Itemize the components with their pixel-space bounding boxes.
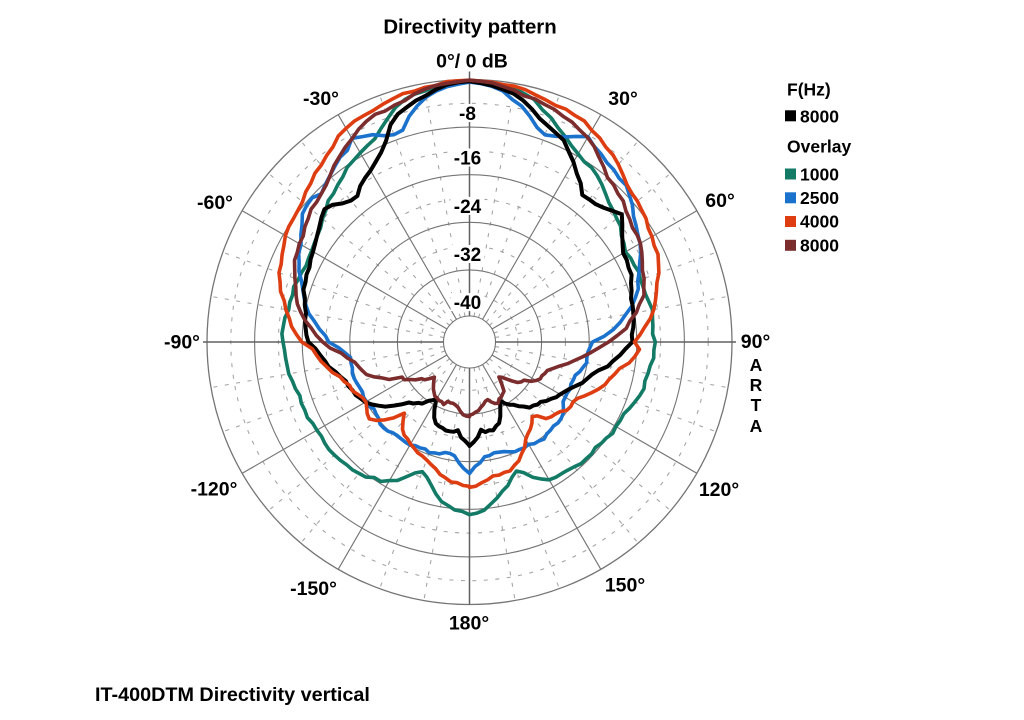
svg-text:60°: 60° [705, 190, 735, 212]
svg-text:-150°: -150° [290, 578, 337, 600]
svg-text:120°: 120° [699, 479, 739, 501]
svg-text:180°: 180° [449, 613, 489, 635]
svg-text:8000: 8000 [800, 106, 839, 126]
svg-text:2500: 2500 [800, 188, 839, 208]
svg-text:30°: 30° [608, 88, 638, 110]
svg-text:-60°: -60° [197, 192, 233, 214]
svg-text:-24: -24 [454, 197, 482, 218]
svg-text:A: A [750, 355, 763, 375]
svg-text:1000: 1000 [800, 164, 839, 184]
svg-text:-90°: -90° [164, 332, 200, 354]
svg-text:-30°: -30° [303, 88, 339, 110]
svg-text:-16: -16 [454, 149, 481, 170]
svg-text:Directivity pattern: Directivity pattern [383, 17, 556, 39]
svg-text:0°/ 0 dB: 0°/ 0 dB [436, 51, 508, 73]
svg-text:Overlay: Overlay [787, 136, 851, 156]
svg-text:A: A [750, 416, 763, 436]
svg-text:-8: -8 [459, 104, 476, 125]
svg-text:-120°: -120° [191, 479, 238, 501]
svg-text:IT-400DTM Directivity vertical: IT-400DTM Directivity vertical [95, 684, 370, 706]
svg-text:R: R [750, 375, 763, 395]
svg-text:T: T [751, 395, 762, 415]
svg-text:-32: -32 [454, 245, 481, 266]
svg-text:4000: 4000 [800, 212, 839, 232]
svg-text:150°: 150° [605, 575, 645, 597]
svg-text:8000: 8000 [800, 236, 839, 256]
svg-text:90°: 90° [741, 331, 771, 353]
svg-text:F(Hz): F(Hz) [787, 80, 831, 100]
svg-text:-40: -40 [454, 293, 481, 314]
